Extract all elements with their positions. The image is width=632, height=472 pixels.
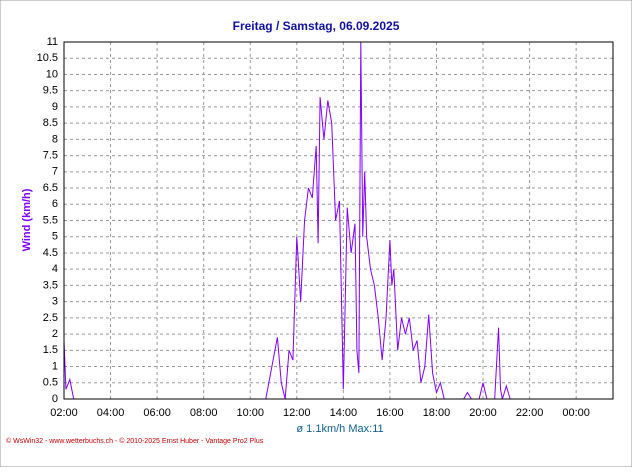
x-tick-label: 04:00 <box>97 407 125 419</box>
y-tick-label: 8.5 <box>43 117 58 129</box>
x-tick-label: 16:00 <box>376 407 404 419</box>
y-tick-label: 7.5 <box>43 149 58 161</box>
y-tick-label: 2 <box>52 328 58 340</box>
x-tick-label: 00:00 <box>562 407 590 419</box>
wind-line <box>63 41 613 400</box>
x-tick-label: 22:00 <box>516 407 544 419</box>
y-tick-label: 1 <box>52 360 58 372</box>
y-axis-label: Wind (km/h) <box>21 188 33 251</box>
y-tick-label: 10 <box>46 68 58 80</box>
y-tick-label: 4.5 <box>43 247 58 259</box>
x-tick-label: 06:00 <box>143 407 171 419</box>
y-tick-label: 3 <box>52 296 58 308</box>
y-tick-label: 7 <box>52 166 58 178</box>
x-tick-label: 18:00 <box>423 407 451 419</box>
x-tick-label: 02:00 <box>50 407 78 419</box>
y-tick-label: 9 <box>52 101 58 113</box>
y-tick-label: 10.5 <box>37 52 58 64</box>
plot-area <box>64 42 613 399</box>
y-tick-label: 8 <box>52 133 58 145</box>
x-tick-label: 12:00 <box>283 407 311 419</box>
x-tick-label: 10:00 <box>236 407 264 419</box>
x-tick-label: 14:00 <box>330 407 358 419</box>
credit: © WsWin32 - www.wetterbuchs.ch - © 2010-… <box>6 437 264 445</box>
y-tick-label: 4 <box>52 263 58 275</box>
summary: ø 1.1km/h Max:11 <box>296 423 383 435</box>
y-tick-label: 1.5 <box>43 344 58 356</box>
y-tick-label: 0 <box>52 393 58 405</box>
y-tick-label: 6.5 <box>43 182 58 194</box>
y-tick-label: 11 <box>47 36 58 48</box>
x-tick-label: 20:00 <box>469 407 497 419</box>
plot-border <box>63 41 614 400</box>
y-tick-label: 5 <box>52 231 58 243</box>
y-tick-label: 6 <box>52 198 58 210</box>
y-tick-label: 2.5 <box>43 312 58 324</box>
y-tick-label: 9.5 <box>43 85 58 97</box>
chart-title: Freitag / Samstag, 06.09.2025 <box>233 19 400 33</box>
x-tick-label: 08:00 <box>190 407 218 419</box>
y-tick-label: 5.5 <box>43 214 58 226</box>
y-tick-label: 3.5 <box>43 279 58 291</box>
y-tick-label: 0.5 <box>43 377 58 389</box>
